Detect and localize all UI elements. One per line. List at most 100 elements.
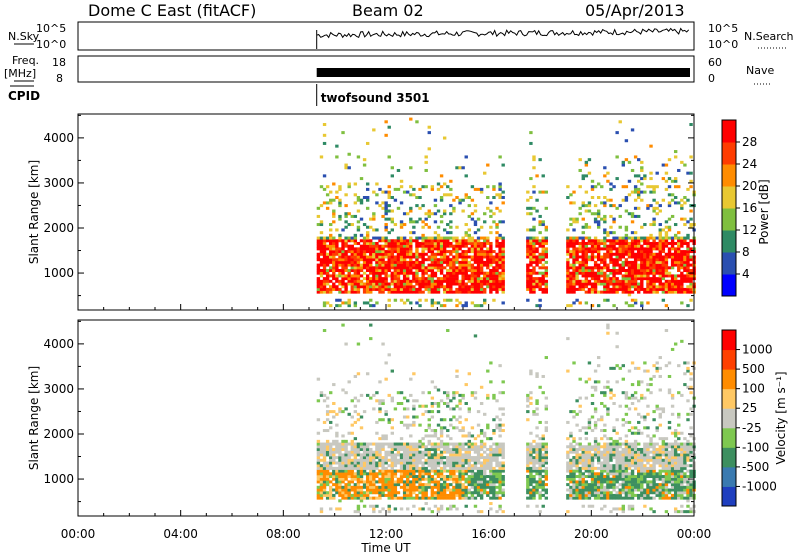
scatter-cell (359, 469, 364, 473)
scatter-cell (406, 456, 410, 460)
scatter-cell (362, 236, 367, 240)
scatter-cell (344, 496, 348, 500)
scatter-cell (353, 247, 358, 251)
scatter-cell (458, 458, 462, 462)
scatter-cell (581, 458, 585, 462)
scatter-cell (643, 369, 647, 373)
scatter-cell (590, 447, 595, 451)
scatter-cell (399, 458, 404, 462)
scatter-cell (655, 260, 659, 264)
scatter-cell (424, 168, 428, 172)
scatter-cell (359, 426, 364, 430)
scatter-cell (578, 244, 582, 248)
scatter-cell (489, 380, 493, 384)
scatter-cell (624, 250, 629, 254)
scatter-cell (325, 429, 330, 433)
scatter-cell (658, 258, 662, 262)
scatter-cell (375, 279, 379, 283)
scatter-cell (541, 258, 545, 262)
scatter-cell (618, 493, 622, 497)
scatter-cell (365, 187, 370, 191)
scatter-cell (396, 266, 401, 270)
scatter-cell (630, 477, 635, 481)
scatter-cell (498, 469, 502, 473)
scatter-cell (624, 493, 629, 497)
scatter-cell (381, 491, 385, 495)
scatter-cell (335, 431, 339, 435)
scatter-cell (365, 277, 370, 281)
scatter-cell (646, 277, 650, 281)
scatter-cell (390, 458, 394, 462)
scatter-cell (627, 507, 632, 511)
scatter-cell (581, 453, 585, 457)
scatter-cell (600, 402, 604, 405)
scatter-cell (344, 466, 348, 470)
scatter-cell (322, 447, 327, 451)
scatter-cell (618, 475, 622, 478)
scatter-cell (593, 472, 598, 476)
scatter-cell (569, 491, 573, 495)
freq-tick-top: 18 (52, 56, 66, 69)
scatter-cell (593, 475, 598, 478)
scatter-cell (335, 434, 339, 438)
scatter-cell (399, 285, 404, 289)
scatter-cell (464, 239, 468, 243)
scatter-cell (341, 266, 345, 270)
scatter-cell (409, 496, 413, 500)
scatter-cell (476, 485, 481, 489)
scatter-cell (446, 244, 450, 248)
scatter-cell (402, 277, 407, 281)
scatter-cell (433, 442, 438, 446)
scatter-cell (356, 472, 361, 476)
scatter-cell (680, 282, 684, 286)
scatter-cell (384, 206, 388, 210)
scatter-cell (415, 258, 419, 262)
scatter-cell (633, 461, 638, 465)
scatter-cell (384, 120, 388, 124)
scatter-cell (458, 483, 462, 487)
scatter-cell (439, 269, 444, 272)
scatter-cell (359, 415, 364, 419)
scatter-cell (427, 147, 431, 151)
scatter-cell (396, 269, 401, 272)
scatter-cell (356, 480, 361, 484)
scatter-cell (637, 187, 641, 191)
scatter-cell (489, 464, 493, 468)
scatter-cell (446, 277, 450, 281)
scatter-cell (446, 402, 450, 405)
scatter-cell (637, 214, 641, 218)
scatter-cell (686, 244, 690, 248)
scatter-cell (433, 220, 438, 224)
scatter-cell (498, 426, 502, 430)
scatter-cell (467, 461, 471, 465)
scatter-cell (615, 496, 619, 500)
scatter-cell (344, 277, 348, 281)
scatter-cell (399, 453, 404, 457)
scatter-cell (406, 447, 410, 451)
scatter-cell (329, 442, 333, 446)
scatter-cell (430, 491, 435, 495)
scatter-cell (387, 488, 391, 492)
scatter-cell (677, 287, 681, 291)
scatter-cell (664, 163, 669, 167)
scatter-cell (387, 263, 391, 267)
scatter-cell (442, 466, 447, 470)
scatter-cell (612, 453, 616, 457)
scatter-cell (581, 269, 585, 272)
scatter-cell (498, 442, 502, 446)
scatter-cell (458, 285, 462, 289)
scatter-cell (406, 475, 410, 478)
scatter-cell (378, 204, 382, 208)
scatter-cell (329, 461, 333, 465)
scatter-cell (415, 442, 419, 446)
scatter-cell (329, 258, 333, 262)
scatter-cell (338, 250, 342, 254)
scatter-cell (581, 236, 585, 240)
scatter-cell (476, 461, 481, 465)
scatter-cell (412, 458, 416, 462)
scatter-cell (344, 445, 348, 449)
scatter-cell (633, 279, 638, 283)
scatter-cell (643, 458, 647, 462)
scatter-cell (415, 196, 419, 199)
scatter-cell (335, 442, 339, 446)
